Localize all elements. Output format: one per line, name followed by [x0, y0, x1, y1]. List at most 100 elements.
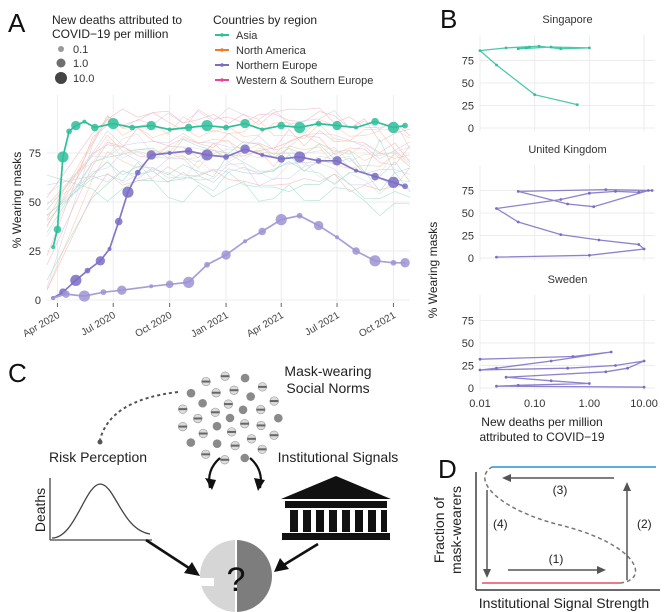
- background-country-line: [46, 174, 411, 217]
- background-country-line: [46, 146, 411, 195]
- facet-point: [614, 190, 617, 193]
- x-tick-label: 0.10: [524, 398, 545, 410]
- unstable-branch: [484, 466, 637, 584]
- facet-point: [524, 46, 528, 50]
- norm-dot-mask: [220, 375, 230, 378]
- facet-point: [626, 366, 629, 370]
- panel-d-ylabel-line2: mask-wearers: [448, 486, 464, 574]
- facet-point: [495, 255, 498, 259]
- legend-size-dot-large: [55, 72, 67, 84]
- data-point: [57, 151, 69, 163]
- region-legend: Asia North America Northern Europe Western …: [215, 30, 373, 87]
- background-country-line: [46, 153, 411, 222]
- norm-dot-mask: [256, 408, 266, 411]
- norm-dot-filled: [212, 421, 222, 431]
- data-point: [296, 212, 303, 219]
- background-country-line: [46, 166, 411, 291]
- background-country-line: [46, 159, 411, 204]
- facet-point: [609, 350, 613, 354]
- legend-region-label: Western & Southern Europe: [236, 75, 373, 87]
- background-country-line: [46, 118, 411, 228]
- norm-dot-mask: [240, 422, 250, 425]
- risk-dashed-connector: [99, 391, 179, 441]
- norm-dot-filled: [246, 392, 255, 401]
- data-point: [53, 225, 62, 234]
- norms-label-line2: Social Norms: [286, 380, 369, 396]
- arrowhead-institutions-to-outcome: [274, 558, 289, 572]
- data-point: [223, 154, 229, 160]
- facet-point: [478, 357, 482, 361]
- data-point: [78, 290, 91, 302]
- background-country-line: [46, 161, 411, 216]
- background-country-line: [46, 145, 411, 291]
- y-tick-label: 0: [35, 295, 41, 307]
- deaths-axis-label: Deaths: [32, 488, 48, 532]
- y-tick-label: 75: [29, 148, 41, 160]
- norm-dot-mask: [258, 385, 267, 388]
- arrowhead-deaths-to-outcome: [184, 562, 200, 576]
- facet-title: Sweden: [548, 274, 588, 286]
- facet-point: [516, 47, 520, 51]
- data-point: [165, 280, 174, 289]
- series-line-united-kingdom: [52, 148, 406, 299]
- norm-dot-filled: [240, 453, 250, 463]
- data-point: [129, 124, 136, 131]
- x-tick-label: Jul 2021: [303, 310, 342, 339]
- cycle-arrowhead-right: [254, 478, 265, 491]
- hysteresis-arrowhead-1: [597, 566, 606, 574]
- data-point: [223, 124, 229, 131]
- norm-dot-mask: [256, 424, 266, 427]
- facet-point: [504, 375, 508, 379]
- norm-dot-mask: [230, 444, 240, 447]
- data-point: [114, 217, 123, 226]
- facet-path: [494, 188, 653, 258]
- norm-dot-mask: [257, 448, 267, 451]
- facet-point: [642, 359, 646, 363]
- facet-point: [575, 103, 579, 106]
- x-tick-label: Oct 2021: [357, 310, 398, 340]
- norm-dot-mask: [198, 432, 208, 435]
- legend-region-swatch-dot: [220, 33, 224, 37]
- data-point: [149, 284, 154, 289]
- facet-point: [637, 243, 641, 246]
- data-point: [204, 261, 210, 268]
- panel-d-ylabel-line1: Fraction of: [431, 497, 447, 563]
- facet-point: [549, 359, 553, 363]
- chart-a: % Wearing masks 0 25 50 75 Apr 2020 Jul 2020 O…: [10, 95, 411, 340]
- y-tick-label: 0: [468, 123, 474, 135]
- y-tick-label: 25: [29, 246, 41, 258]
- data-point: [402, 122, 408, 129]
- risk-perception-label: Risk Perception: [49, 449, 147, 465]
- x-tick-label: Apr 2021: [245, 310, 286, 340]
- deaths-mini-plot: Deaths: [32, 478, 152, 541]
- facet-point: [549, 379, 553, 383]
- norm-dot-mask: [178, 408, 188, 411]
- arrow-deaths-to-outcome: [145, 538, 193, 572]
- data-point: [313, 220, 324, 231]
- y-tick-label: 0: [468, 383, 474, 395]
- data-point: [167, 127, 172, 132]
- facet-point: [537, 44, 541, 48]
- data-point: [221, 250, 231, 260]
- data-point: [146, 150, 156, 160]
- data-point: [294, 121, 306, 134]
- facet-point: [587, 191, 591, 195]
- panel-letter-a: A: [8, 8, 26, 38]
- chart-b-xlabel-line2: attributed to COVID−19: [479, 430, 604, 444]
- data-point: [167, 151, 172, 155]
- panel-letter-c: C: [8, 358, 27, 388]
- legend-size-dot-medium: [56, 58, 66, 68]
- facet-point: [604, 370, 608, 374]
- norm-dot-filled: [212, 439, 222, 448]
- step-label-1: (1): [549, 552, 564, 566]
- y-tick-label: 75: [462, 56, 474, 68]
- y-tick-label: 25: [462, 361, 474, 373]
- data-point: [51, 245, 56, 250]
- legend-size-label: 1.0: [73, 58, 88, 70]
- data-point: [122, 186, 134, 198]
- institutional-signals-label: Institutional Signals: [278, 449, 399, 465]
- data-point: [258, 227, 267, 236]
- chart-b: % Wearing masks New deaths per million a…: [426, 14, 658, 444]
- x-tick-label: 10.00: [630, 398, 658, 410]
- norm-dot-mask: [193, 417, 203, 420]
